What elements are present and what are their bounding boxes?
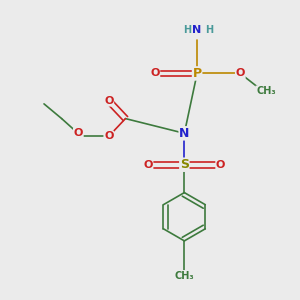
Text: O: O — [150, 68, 160, 78]
Text: N: N — [193, 25, 202, 35]
Text: O: O — [104, 96, 113, 106]
Text: O: O — [143, 160, 153, 170]
Text: CH₃: CH₃ — [175, 271, 194, 281]
Text: O: O — [216, 160, 225, 170]
Text: CH₃: CH₃ — [256, 86, 276, 96]
Text: S: S — [180, 158, 189, 171]
Text: H: H — [183, 25, 191, 35]
Text: O: O — [104, 131, 113, 141]
Text: O: O — [236, 68, 245, 78]
Text: N: N — [179, 127, 190, 140]
Text: P: P — [193, 67, 202, 80]
Text: H: H — [205, 25, 213, 35]
Text: O: O — [74, 128, 83, 138]
